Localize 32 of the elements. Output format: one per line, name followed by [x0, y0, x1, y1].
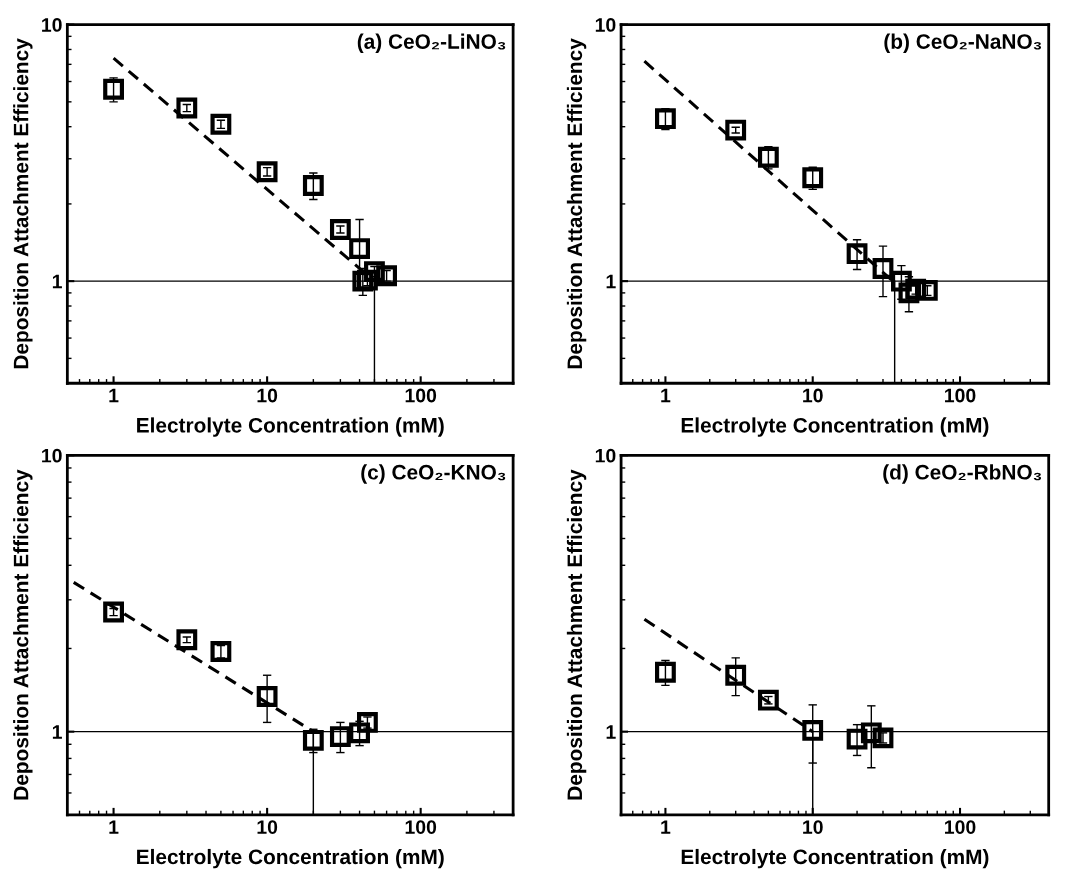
y-tick-label: 10 [595, 18, 616, 32]
annotation: (d) CeO₂-RbNO₃ [883, 464, 1042, 484]
y-tick-label: 1 [606, 725, 616, 739]
y-tick-label: 1 [606, 274, 616, 289]
y-tick-label: 1 [52, 274, 62, 289]
x-tick-label: 10 [803, 820, 823, 834]
x-tick-label: 1 [109, 388, 119, 403]
y-axis-title: Deposition Attachment Efficiency [13, 469, 33, 800]
y-axis-title: Deposition Attachment Efficiency [566, 469, 587, 800]
x-tick-label: 10 [803, 388, 823, 403]
x-tick-label: 1 [661, 820, 671, 834]
y-axis-title: Deposition Attachment Efficiency [566, 38, 587, 369]
x-tick-label: 1 [661, 388, 671, 403]
annotation: (c) CeO₂-KNO₃ [361, 464, 506, 484]
y-tick-label: 10 [595, 448, 616, 463]
x-tick-label: 100 [945, 820, 976, 834]
x-tick-label: 10 [257, 820, 278, 834]
x-axis-title: Electrolyte Concentration (mM) [137, 417, 444, 437]
y-tick-label: 10 [42, 18, 62, 32]
x-axis-title: Electrolyte Concentration (mM) [137, 848, 444, 869]
y-axis-title: Deposition Attachment Efficiency [13, 38, 33, 369]
x-tick-label: 100 [405, 388, 437, 403]
y-tick-label: 1 [52, 725, 62, 739]
x-tick-label: 10 [257, 388, 278, 403]
x-tick-label: 100 [405, 820, 437, 834]
x-axis-title: Electrolyte Concentration (mM) [681, 417, 989, 437]
annotation: (a) CeO₂-LiNO₃ [357, 33, 506, 53]
x-axis-title: Electrolyte Concentration (mM) [681, 848, 989, 869]
x-tick-label: 100 [945, 388, 976, 403]
y-tick-label: 10 [42, 448, 62, 463]
x-tick-label: 1 [109, 820, 119, 834]
annotation: (b) CeO₂-NaNO₃ [884, 33, 1042, 53]
